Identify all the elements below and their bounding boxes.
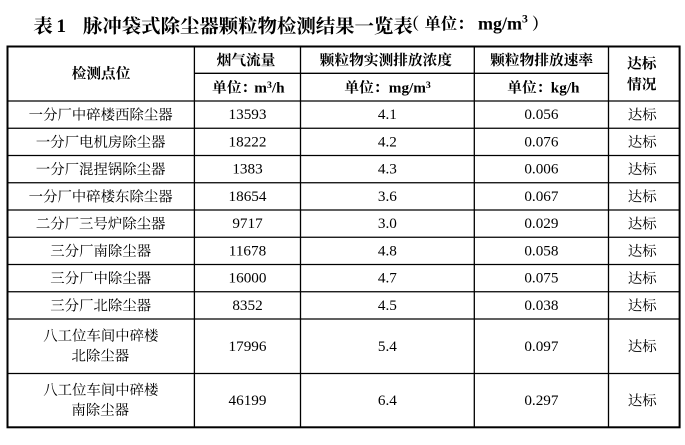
svg-text:1: 1 [56,16,66,37]
svg-text:0.067: 0.067 [524,188,559,205]
svg-text:1383: 1383 [232,161,262,178]
svg-text:mg/m3: mg/m3 [389,79,431,96]
svg-text:3.6: 3.6 [378,188,397,205]
svg-text:9717: 9717 [232,215,263,232]
svg-text:0.058: 0.058 [524,242,559,259]
svg-text:18222: 18222 [229,133,267,150]
svg-text:18654: 18654 [229,188,267,205]
svg-text:8352: 8352 [232,297,262,314]
svg-text:0.297: 0.297 [524,392,559,409]
svg-text:13593: 13593 [229,106,267,123]
svg-text:16000: 16000 [229,270,267,287]
svg-text:46199: 46199 [229,392,267,409]
svg-text:6.4: 6.4 [378,392,397,409]
svg-text:17996: 17996 [229,338,267,355]
svg-text:4.1: 4.1 [378,106,397,123]
svg-text:0.056: 0.056 [524,106,559,123]
svg-text:4.5: 4.5 [378,297,397,314]
svg-text:0.006: 0.006 [524,161,559,178]
svg-text:mg/m3: mg/m3 [478,12,528,33]
svg-text:kg/h: kg/h [551,79,580,96]
svg-text:0.075: 0.075 [524,270,558,287]
svg-text:11678: 11678 [229,242,267,259]
svg-text:0.097: 0.097 [524,338,559,355]
svg-text:4.7: 4.7 [378,270,397,287]
svg-text:0.029: 0.029 [524,215,558,232]
svg-text:m3/h: m3/h [254,79,285,96]
svg-text:0.038: 0.038 [524,297,559,314]
svg-text:4.2: 4.2 [378,133,397,150]
svg-text:4.8: 4.8 [378,242,397,259]
svg-text:3.0: 3.0 [378,215,397,232]
svg-text:5.4: 5.4 [378,338,397,355]
svg-text:4.3: 4.3 [378,161,397,178]
svg-text:0.076: 0.076 [524,133,559,150]
